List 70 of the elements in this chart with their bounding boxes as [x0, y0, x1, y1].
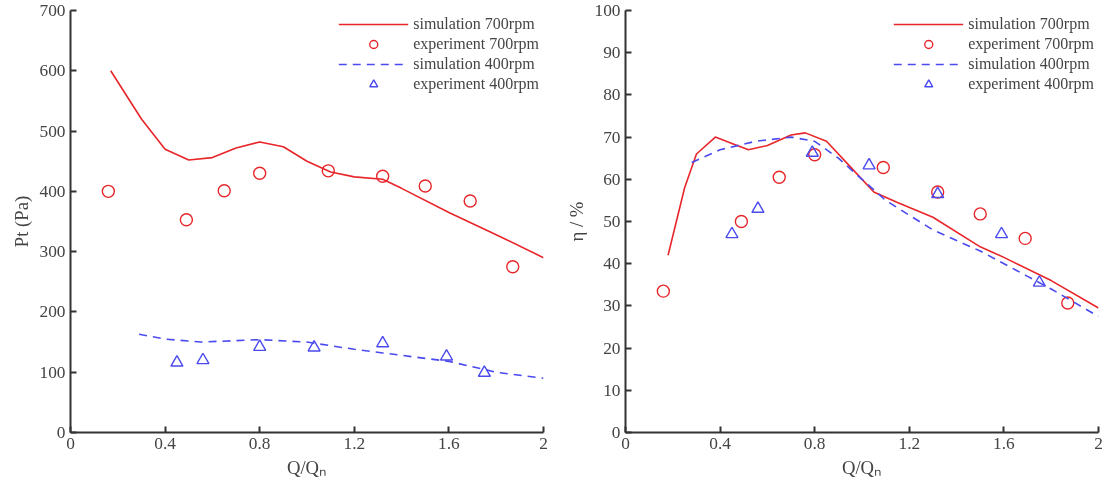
point	[179, 213, 194, 227]
point	[196, 352, 210, 365]
legend-label: experiment 400rpm	[413, 75, 539, 93]
x-tick-label: 2	[1094, 433, 1103, 453]
x-tick-label: 0.8	[248, 433, 271, 453]
legend-label: simulation 700rpm	[968, 15, 1090, 33]
point	[1061, 296, 1075, 310]
y-tick-label: 100	[39, 362, 66, 382]
legend-label: simulation 400rpm	[413, 55, 535, 73]
line-series	[138, 333, 544, 380]
point	[253, 339, 267, 352]
legend-label: experiment 400rpm	[968, 75, 1094, 93]
y-tick-label: 30	[603, 296, 621, 316]
point	[772, 170, 786, 184]
legend-label: simulation 400rpm	[968, 55, 1090, 73]
point	[477, 365, 492, 377]
point	[321, 164, 335, 178]
point	[375, 169, 390, 183]
point	[506, 260, 520, 274]
x-tick-label: 2	[539, 433, 548, 453]
y-tick-label: 300	[39, 242, 66, 262]
y-tick-label: 70	[603, 127, 621, 147]
point	[734, 214, 749, 229]
legend-label: simulation 700rpm	[413, 15, 535, 33]
x-tick-label: 0.8	[803, 433, 826, 453]
point	[375, 335, 390, 348]
x-tick-label: 0.4	[154, 433, 177, 453]
y-tick-label: 10	[603, 380, 621, 400]
x-tick-label: 1.6	[438, 433, 461, 453]
y-tick-label: 50	[603, 212, 621, 231]
x-tick-label: 1.6	[993, 433, 1016, 453]
point	[656, 284, 671, 298]
y-tick-label: 20	[603, 338, 621, 358]
legend-label: experiment 700rpm	[413, 35, 539, 53]
point	[170, 354, 184, 367]
point	[994, 226, 1009, 239]
y-tick-label: 400	[39, 181, 66, 201]
y-tick-label: 60	[603, 169, 621, 189]
y-tick-label: 500	[39, 121, 66, 141]
point	[973, 207, 987, 221]
x-tick-label: 0.4	[709, 433, 732, 453]
y-axis-title: Pt (Pa)	[10, 195, 33, 248]
x-axis-title: Q/Qₙ	[286, 456, 328, 478]
y-tick-label: 600	[39, 61, 66, 81]
point	[463, 194, 477, 208]
point	[418, 179, 432, 193]
y-tick-label: 100	[594, 1, 621, 20]
y-tick-label: 700	[39, 1, 66, 20]
point	[1032, 275, 1047, 287]
point	[862, 157, 876, 170]
x-tick-label: 1.2	[898, 433, 921, 453]
point	[725, 226, 739, 239]
x-axis-title: Q/Qₙ	[841, 456, 883, 478]
y-tick-label: 90	[603, 43, 621, 63]
point	[101, 184, 116, 199]
point	[876, 160, 890, 175]
point	[805, 145, 820, 157]
point	[253, 166, 267, 180]
y-tick-label: 80	[603, 85, 621, 105]
point	[1018, 231, 1032, 246]
x-tick-label: 1.2	[343, 433, 366, 453]
legend-label: experiment 700rpm	[968, 35, 1094, 53]
point	[307, 339, 321, 352]
y-axis-title: η / %	[565, 201, 587, 242]
point	[808, 148, 822, 162]
y-tick-label: 200	[39, 302, 66, 322]
point	[217, 184, 231, 198]
y-tick-label: 40	[603, 254, 621, 274]
point	[751, 201, 765, 213]
point	[439, 348, 454, 361]
